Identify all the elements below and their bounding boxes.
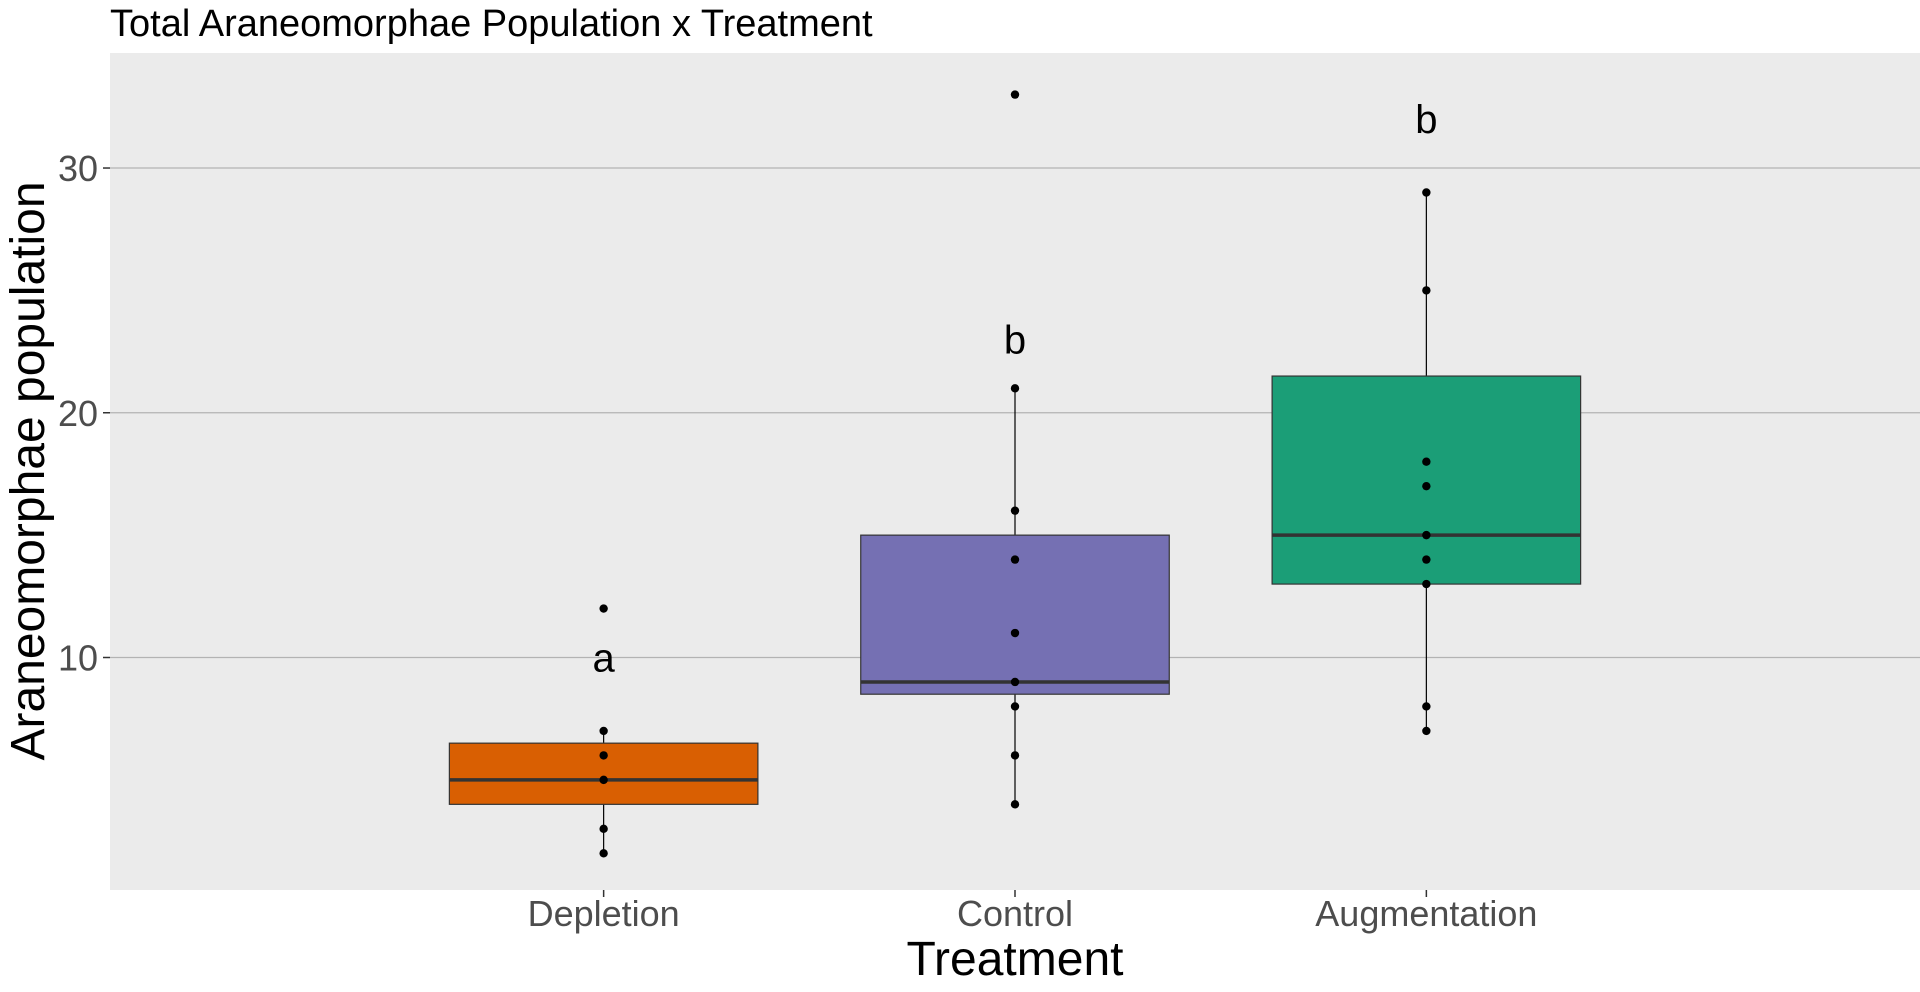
data-point-augmentation-2 <box>1422 457 1431 466</box>
data-point-augmentation-8 <box>1422 726 1431 736</box>
x-tick-label-augmentation: Augmentation <box>1315 893 1537 934</box>
x-tick-label-depletion: Depletion <box>528 893 680 934</box>
data-point-augmentation-0 <box>1422 188 1431 197</box>
data-point-augmentation-5 <box>1422 555 1431 564</box>
x-axis-label: Treatment <box>907 933 1124 986</box>
data-point-augmentation-4 <box>1422 530 1431 540</box>
y-tick-label-10: 10 <box>58 638 98 679</box>
data-point-control-2 <box>1010 506 1020 515</box>
data-point-control-8 <box>1010 800 1020 809</box>
y-axis-label: Araneomorphae population <box>2 181 55 760</box>
data-point-augmentation-3 <box>1422 481 1431 491</box>
data-point-depletion-3 <box>599 775 608 785</box>
data-point-control-3 <box>1010 555 1020 564</box>
data-point-augmentation-7 <box>1422 702 1431 711</box>
data-point-control-0 <box>1010 90 1020 99</box>
data-point-augmentation-1 <box>1422 286 1431 295</box>
significance-letter-control: b <box>1004 318 1026 362</box>
data-point-control-1 <box>1010 384 1020 393</box>
significance-letters: a b b <box>593 98 1438 680</box>
data-point-control-4 <box>1010 628 1020 638</box>
y-tick-label-30: 30 <box>58 148 98 189</box>
chart-title: Total Araneomorphae Population x Treatme… <box>110 3 873 45</box>
data-points <box>599 90 1431 858</box>
x-axis-ticks: Depletion Control Augmentation <box>528 890 1537 934</box>
significance-letter-depletion: a <box>593 637 616 681</box>
data-point-depletion-0 <box>599 604 608 613</box>
significance-letter-augmentation: b <box>1415 98 1437 142</box>
y-tick-label-20: 20 <box>58 393 98 434</box>
data-point-control-5 <box>1010 677 1020 687</box>
data-point-control-6 <box>1010 702 1020 711</box>
data-point-depletion-5 <box>599 849 608 858</box>
data-point-control-7 <box>1010 751 1020 760</box>
data-point-depletion-4 <box>599 824 608 834</box>
data-point-augmentation-6 <box>1422 579 1431 589</box>
box-augmentation <box>1271 375 1582 585</box>
y-axis-ticks: 10 20 30 <box>58 148 110 679</box>
x-tick-label-control: Control <box>957 893 1073 934</box>
data-point-depletion-1 <box>599 726 608 736</box>
data-point-depletion-2 <box>599 751 608 760</box>
